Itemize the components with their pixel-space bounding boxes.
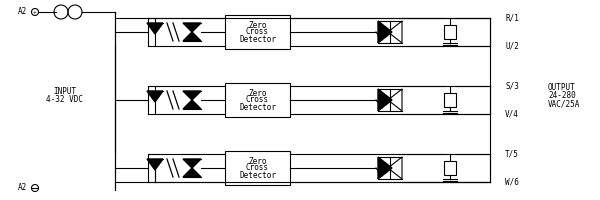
Polygon shape bbox=[183, 100, 201, 109]
Text: A2: A2 bbox=[18, 184, 27, 192]
Text: Cross: Cross bbox=[246, 96, 269, 104]
Text: S/3: S/3 bbox=[505, 82, 519, 90]
Text: T/5: T/5 bbox=[505, 150, 519, 158]
Text: A2: A2 bbox=[18, 7, 27, 17]
Polygon shape bbox=[147, 23, 163, 34]
Text: Cross: Cross bbox=[246, 164, 269, 172]
Text: U/2: U/2 bbox=[505, 42, 519, 50]
Polygon shape bbox=[183, 23, 201, 32]
Text: W/6: W/6 bbox=[505, 178, 519, 186]
Polygon shape bbox=[147, 91, 163, 102]
Polygon shape bbox=[183, 168, 201, 177]
Polygon shape bbox=[183, 32, 201, 41]
Polygon shape bbox=[378, 157, 392, 179]
Polygon shape bbox=[147, 159, 163, 170]
Polygon shape bbox=[183, 91, 201, 100]
Bar bbox=[444, 161, 456, 175]
Text: Zero: Zero bbox=[248, 156, 267, 166]
Text: R/1: R/1 bbox=[505, 14, 519, 22]
Text: OUTPUT: OUTPUT bbox=[548, 84, 576, 92]
Text: Cross: Cross bbox=[246, 27, 269, 36]
Text: 24-280: 24-280 bbox=[548, 92, 576, 100]
Text: INPUT: INPUT bbox=[53, 88, 77, 97]
Text: Detector: Detector bbox=[239, 170, 276, 180]
Text: V/4: V/4 bbox=[505, 110, 519, 118]
Text: Zero: Zero bbox=[248, 88, 267, 98]
Bar bbox=[225, 15, 290, 49]
Polygon shape bbox=[378, 21, 392, 43]
Text: 4-32 VDC: 4-32 VDC bbox=[47, 96, 83, 104]
Bar bbox=[444, 25, 456, 39]
Polygon shape bbox=[183, 159, 201, 168]
Bar bbox=[225, 151, 290, 185]
Text: Detector: Detector bbox=[239, 34, 276, 44]
Text: Zero: Zero bbox=[248, 21, 267, 29]
Bar bbox=[225, 83, 290, 117]
Bar bbox=[444, 93, 456, 107]
Polygon shape bbox=[378, 89, 392, 111]
Text: Detector: Detector bbox=[239, 102, 276, 112]
Text: +: + bbox=[33, 9, 37, 15]
Text: VAC/25A: VAC/25A bbox=[548, 99, 580, 108]
